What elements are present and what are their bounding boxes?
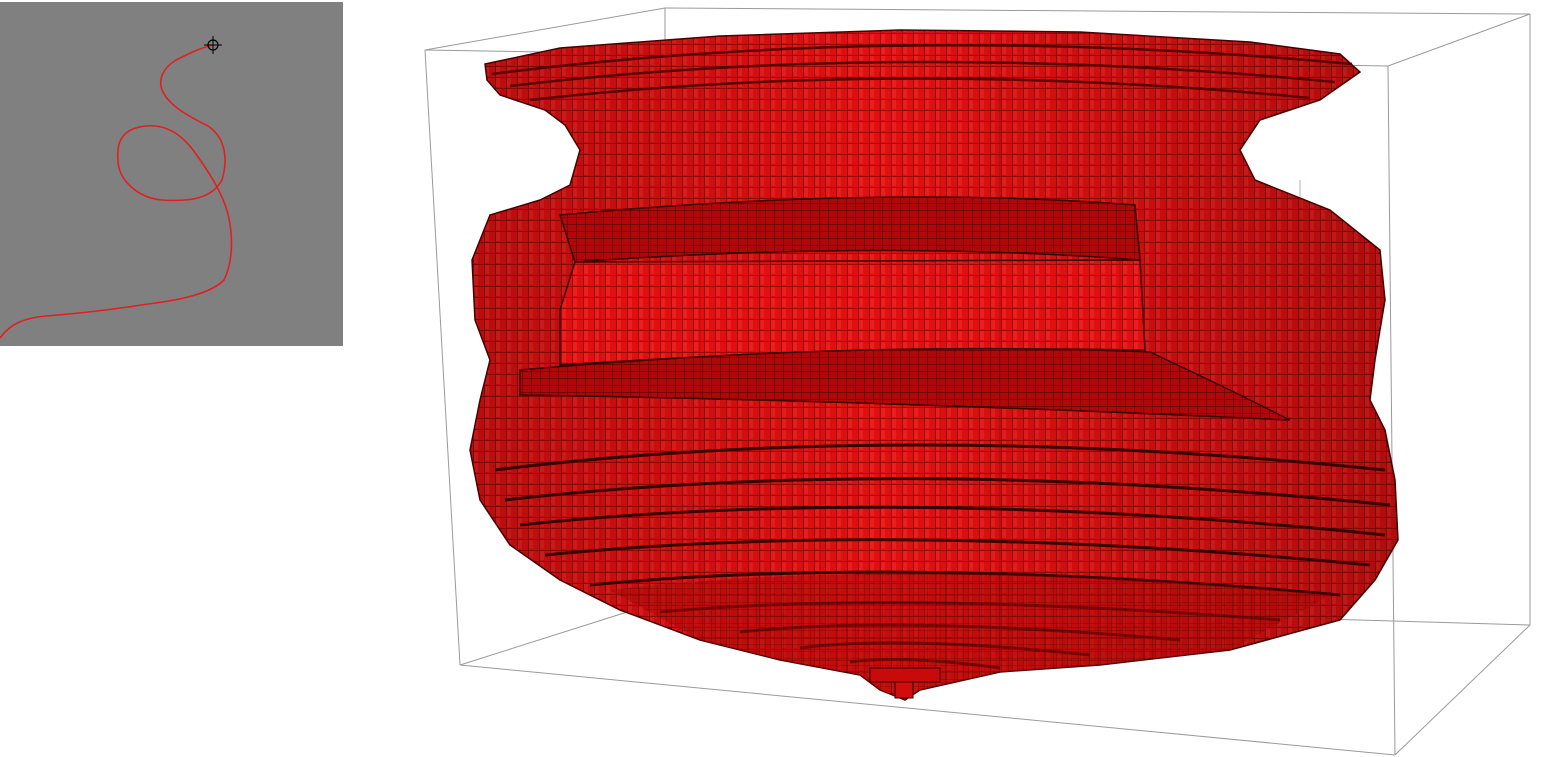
base-underside bbox=[610, 573, 1330, 700]
profile-curve bbox=[0, 44, 233, 339]
base-center-tip bbox=[869, 667, 941, 699]
voxel-vase-model bbox=[469, 29, 1399, 701]
rim-terraces bbox=[491, 44, 1353, 102]
sketch-drawing bbox=[0, 36, 233, 339]
sketch-canvas[interactable] bbox=[0, 2, 343, 346]
voxel-column-shading bbox=[599, 72, 1301, 665]
shoulder-ledge bbox=[559, 196, 1141, 263]
crosshair-target-icon[interactable] bbox=[204, 36, 222, 54]
mid-ledge bbox=[519, 347, 1291, 421]
